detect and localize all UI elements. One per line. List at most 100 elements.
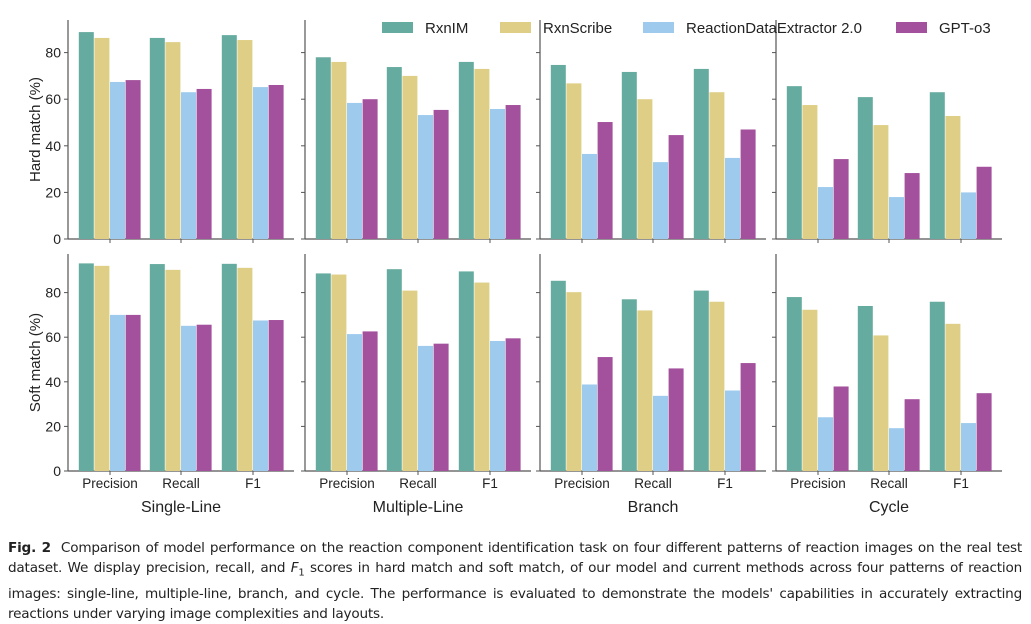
bar-gpt-o3-recall bbox=[904, 399, 920, 471]
x-tick-label: Precision bbox=[319, 476, 375, 491]
bar-reactiondataextractor-2-0-precision bbox=[818, 417, 833, 471]
bar-rxnim-precision bbox=[550, 64, 566, 239]
x-tick-label: Recall bbox=[399, 476, 437, 491]
bar-reactiondataextractor-2-0-precision bbox=[582, 153, 597, 239]
bar-rxnscribe-recall bbox=[637, 310, 653, 471]
legend-label: RxnScribe bbox=[543, 20, 612, 37]
bar-reactiondataextractor-2-0-precision bbox=[347, 334, 362, 471]
bar-reactiondataextractor-2-0-precision bbox=[818, 187, 833, 239]
y-tick-label: 60 bbox=[45, 329, 61, 345]
bar-reactiondataextractor-2-0-precision bbox=[582, 384, 597, 471]
caption-text-1: Comparison of model performance on the r… bbox=[8, 540, 1022, 576]
bar-gpt-o3-f1 bbox=[505, 338, 521, 471]
x-tick-label: Recall bbox=[162, 476, 200, 491]
x-tick-label: F1 bbox=[482, 476, 498, 491]
panel-title: Branch bbox=[628, 499, 679, 516]
bar-gpt-o3-precision bbox=[833, 159, 849, 239]
bar-rxnscribe-recall bbox=[165, 42, 181, 239]
legend-label: GPT-o3 bbox=[939, 20, 991, 37]
legend-swatch bbox=[500, 22, 531, 33]
bar-gpt-o3-f1 bbox=[268, 320, 284, 471]
x-tick-label: F1 bbox=[953, 476, 969, 491]
bar-gpt-o3-recall bbox=[668, 135, 684, 239]
bar-rxnim-precision bbox=[315, 273, 331, 471]
bar-gpt-o3-recall bbox=[196, 88, 212, 239]
y-tick-label: 80 bbox=[45, 45, 61, 61]
bar-rxnscribe-precision bbox=[331, 61, 347, 239]
bar-reactiondataextractor-2-0-recall bbox=[653, 162, 668, 239]
bar-reactiondataextractor-2-0-recall bbox=[181, 325, 196, 471]
bar-rxnim-f1 bbox=[693, 68, 709, 239]
bar-rxnim-f1 bbox=[929, 92, 945, 240]
bar-rxnscribe-recall bbox=[873, 125, 889, 239]
bar-rxnscribe-f1 bbox=[945, 115, 961, 239]
legend-swatch bbox=[382, 22, 413, 33]
bar-reactiondataextractor-2-0-recall bbox=[653, 395, 668, 471]
y-tick-label: 40 bbox=[45, 138, 61, 154]
bar-gpt-o3-precision bbox=[833, 386, 849, 471]
y-tick-label: 20 bbox=[45, 184, 61, 200]
bar-reactiondataextractor-2-0-f1 bbox=[253, 320, 268, 471]
bar-gpt-o3-f1 bbox=[740, 363, 756, 471]
bar-rxnim-f1 bbox=[221, 35, 237, 239]
bar-reactiondataextractor-2-0-precision bbox=[110, 81, 125, 239]
bar-reactiondataextractor-2-0-f1 bbox=[725, 390, 740, 471]
bar-gpt-o3-recall bbox=[196, 324, 212, 471]
bar-rxnscribe-precision bbox=[802, 105, 818, 240]
bar-rxnscribe-recall bbox=[165, 269, 181, 471]
bar-rxnscribe-f1 bbox=[474, 282, 490, 471]
bar-rxnim-f1 bbox=[458, 271, 474, 471]
y-tick-label: 0 bbox=[53, 463, 61, 479]
bar-gpt-o3-f1 bbox=[976, 393, 992, 471]
bar-gpt-o3-f1 bbox=[268, 84, 284, 239]
bar-rxnscribe-f1 bbox=[709, 301, 725, 471]
bar-rxnscribe-precision bbox=[331, 274, 347, 471]
panel-title: Cycle bbox=[869, 499, 909, 516]
bar-gpt-o3-f1 bbox=[740, 129, 756, 239]
bar-gpt-o3-precision bbox=[362, 99, 378, 239]
bar-reactiondataextractor-2-0-recall bbox=[889, 197, 904, 239]
bar-rxnscribe-precision bbox=[566, 83, 582, 239]
bar-gpt-o3-precision bbox=[597, 122, 613, 239]
bar-gpt-o3-recall bbox=[904, 173, 920, 239]
bar-rxnim-f1 bbox=[221, 263, 237, 471]
bar-gpt-o3-recall bbox=[668, 368, 684, 471]
bar-rxnim-recall bbox=[386, 67, 402, 240]
bar-rxnim-precision bbox=[78, 32, 94, 239]
figure-caption: Fig. 2 Comparison of model performance on… bbox=[8, 538, 1022, 624]
bar-rxnim-recall bbox=[149, 264, 165, 471]
bar-reactiondataextractor-2-0-f1 bbox=[961, 192, 976, 239]
bar-rxnscribe-precision bbox=[94, 37, 110, 239]
bar-reactiondataextractor-2-0-f1 bbox=[725, 157, 740, 239]
bar-rxnim-recall bbox=[386, 269, 402, 471]
bar-reactiondataextractor-2-0-f1 bbox=[490, 108, 505, 240]
bar-rxnim-precision bbox=[78, 263, 94, 471]
y-tick-label: 60 bbox=[45, 91, 61, 107]
bar-rxnim-f1 bbox=[693, 290, 709, 471]
bar-reactiondataextractor-2-0-recall bbox=[889, 428, 904, 471]
bar-reactiondataextractor-2-0-precision bbox=[347, 102, 362, 239]
bar-gpt-o3-precision bbox=[125, 314, 141, 471]
caption-text-2: scores in hard match and soft match, of … bbox=[8, 560, 1023, 622]
bar-rxnscribe-recall bbox=[402, 75, 418, 240]
y-tick-label: 80 bbox=[45, 285, 61, 301]
y-tick-label: 0 bbox=[53, 231, 61, 247]
x-tick-label: Precision bbox=[82, 476, 138, 491]
bar-rxnim-recall bbox=[149, 37, 165, 239]
caption-f-symbol: F bbox=[290, 560, 299, 576]
bar-gpt-o3-f1 bbox=[976, 166, 992, 239]
bar-rxnscribe-recall bbox=[637, 99, 653, 239]
bar-rxnscribe-precision bbox=[802, 309, 818, 471]
bar-reactiondataextractor-2-0-recall bbox=[418, 115, 433, 239]
bar-reactiondataextractor-2-0-precision bbox=[110, 314, 125, 471]
x-tick-label: Precision bbox=[790, 476, 846, 491]
caption-label: Fig. 2 bbox=[8, 540, 51, 556]
bar-rxnscribe-precision bbox=[94, 265, 110, 471]
y-tick-label: 20 bbox=[45, 418, 61, 434]
bar-gpt-o3-precision bbox=[597, 357, 613, 471]
bar-reactiondataextractor-2-0-recall bbox=[418, 345, 433, 471]
bar-gpt-o3-precision bbox=[125, 80, 141, 240]
bar-rxnim-precision bbox=[315, 57, 331, 240]
bar-reactiondataextractor-2-0-f1 bbox=[961, 423, 976, 471]
bar-rxnim-precision bbox=[550, 280, 566, 471]
